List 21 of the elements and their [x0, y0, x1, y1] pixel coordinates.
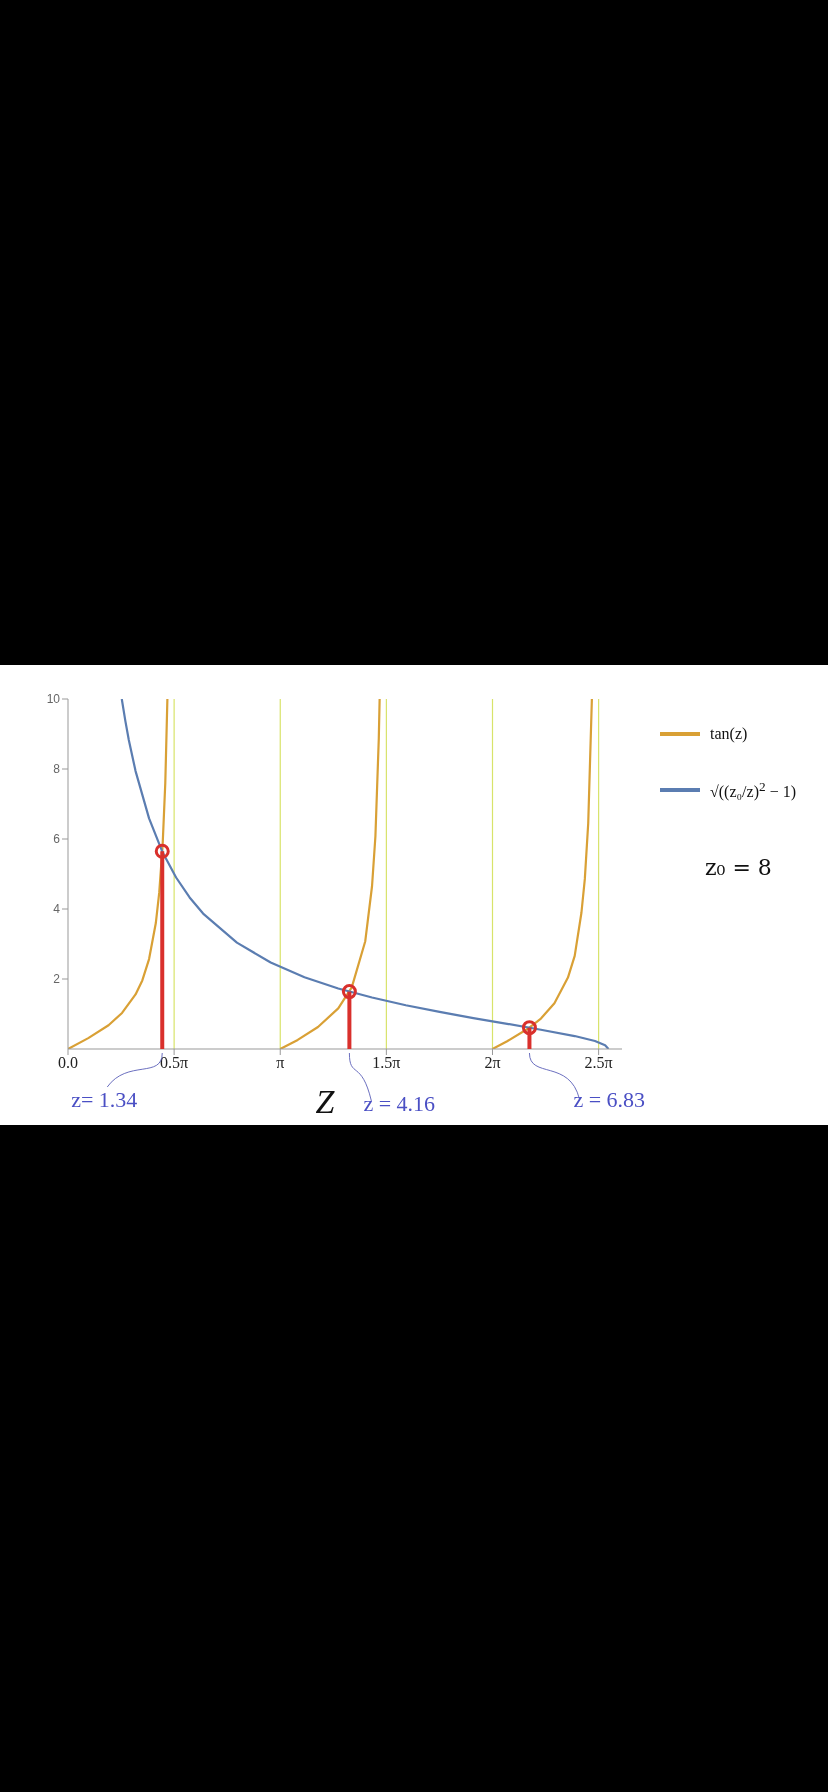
y-tick-label: 8 [53, 762, 61, 777]
text: z = 6.83 [573, 1087, 646, 1112]
legend-label: √((z₀/z)$^{2}$ − 1) [710, 779, 797, 802]
x-tick-label: 0.5π [160, 1054, 189, 1072]
x-tick-label: π [276, 1054, 285, 1072]
y-tick-label: 6 [53, 832, 61, 847]
point [521, 1020, 537, 1036]
x-tick-label: 2π [484, 1054, 501, 1072]
x-tick-label: 1.5π [372, 1054, 401, 1072]
y-tick-label: 10 [46, 692, 61, 707]
y-tick-label: 2 [53, 972, 61, 987]
point [154, 843, 170, 859]
x-axis-title: Z [315, 1083, 336, 1120]
point [341, 984, 357, 1000]
text: z= 1.34 [71, 1087, 138, 1112]
legend-label: tan(z) [710, 725, 748, 743]
text: z = 4.16 [363, 1091, 436, 1116]
x-tick-label: 0.0 [58, 1054, 78, 1072]
x-tick-label: 2.5π [584, 1054, 613, 1072]
text: z₀ = 8 [705, 855, 772, 880]
y-tick-label: 4 [53, 902, 61, 917]
